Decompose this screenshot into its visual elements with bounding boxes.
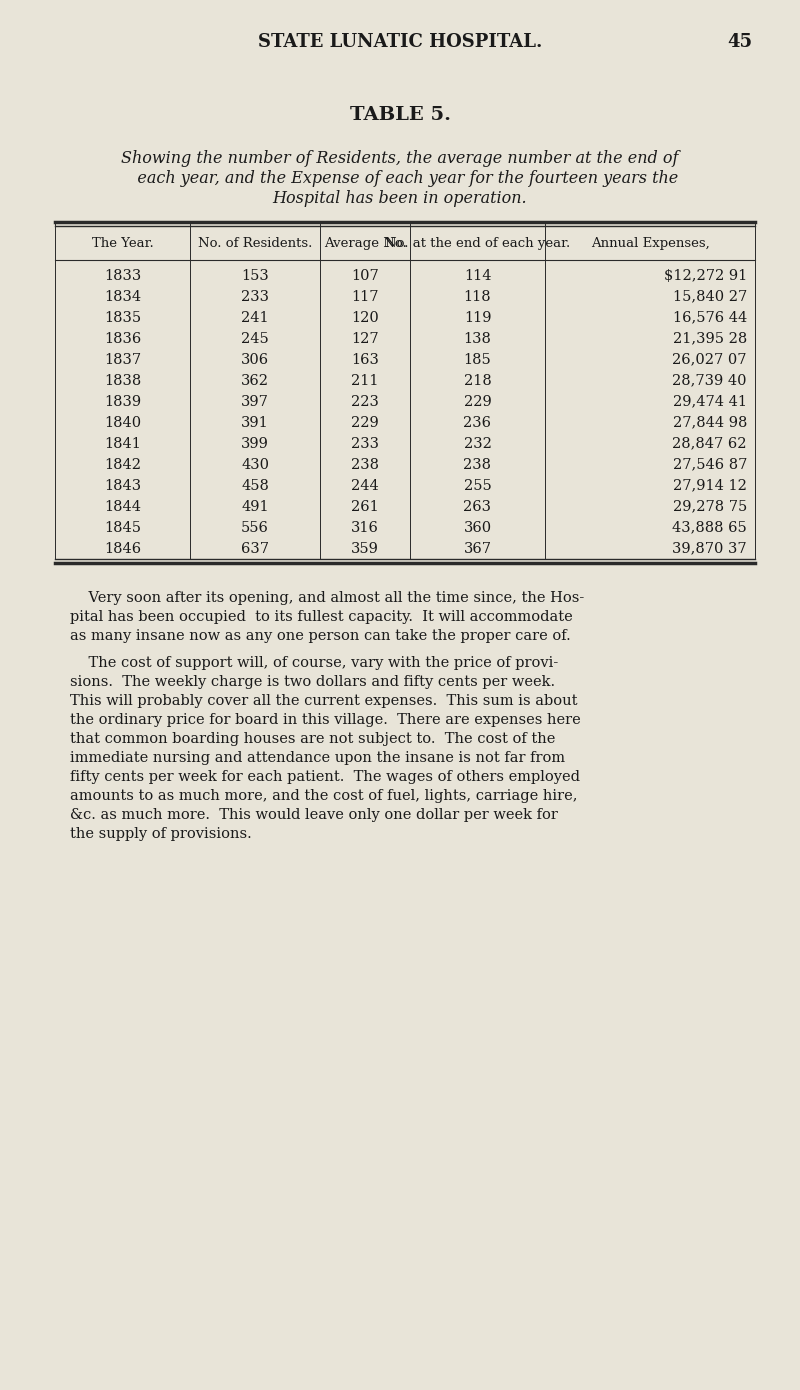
Text: &c. as much more.  This would leave only one dollar per week for: &c. as much more. This would leave only …	[70, 808, 558, 821]
Text: 1836: 1836	[104, 331, 141, 346]
Text: 397: 397	[241, 395, 269, 409]
Text: No. at the end of each year.: No. at the end of each year.	[385, 236, 570, 249]
Text: amounts to as much more, and the cost of fuel, lights, carriage hire,: amounts to as much more, and the cost of…	[70, 790, 578, 803]
Text: 261: 261	[351, 499, 379, 513]
Text: 43,888 65: 43,888 65	[672, 520, 747, 535]
Text: 1845: 1845	[104, 520, 141, 535]
Text: 45: 45	[727, 33, 753, 51]
Text: 1842: 1842	[104, 457, 141, 471]
Text: 138: 138	[463, 331, 491, 346]
Text: 16,576 44: 16,576 44	[673, 310, 747, 324]
Text: fifty cents per week for each patient.  The wages of others employed: fifty cents per week for each patient. T…	[70, 770, 580, 784]
Text: The cost of support will, of course, vary with the price of provi-: The cost of support will, of course, var…	[70, 656, 558, 670]
Text: 27,546 87: 27,546 87	[673, 457, 747, 471]
Text: 233: 233	[351, 436, 379, 450]
Text: 117: 117	[351, 289, 378, 303]
Text: 26,027 07: 26,027 07	[673, 353, 747, 367]
Text: pital has been occupied  to its fullest capacity.  It will accommodate: pital has been occupied to its fullest c…	[70, 610, 573, 624]
Text: $12,272 91: $12,272 91	[664, 268, 747, 282]
Text: 556: 556	[241, 520, 269, 535]
Text: 1844: 1844	[104, 499, 141, 513]
Text: 236: 236	[463, 416, 491, 430]
Text: 359: 359	[351, 542, 379, 556]
Text: 107: 107	[351, 268, 379, 282]
Text: each year, and the Expense of each year for the fourteen years the: each year, and the Expense of each year …	[122, 170, 678, 186]
Text: 244: 244	[351, 478, 379, 492]
Text: 223: 223	[351, 395, 379, 409]
Text: 114: 114	[464, 268, 491, 282]
Text: 218: 218	[464, 374, 491, 388]
Text: 119: 119	[464, 310, 491, 324]
Text: 1833: 1833	[104, 268, 141, 282]
Text: 229: 229	[351, 416, 379, 430]
Text: 39,870 37: 39,870 37	[672, 542, 747, 556]
Text: 316: 316	[351, 520, 379, 535]
Text: The Year.: The Year.	[92, 236, 154, 249]
Text: 391: 391	[241, 416, 269, 430]
Text: 127: 127	[351, 331, 379, 346]
Text: 255: 255	[464, 478, 491, 492]
Text: Average No.: Average No.	[324, 236, 406, 249]
Text: 118: 118	[464, 289, 491, 303]
Text: 153: 153	[241, 268, 269, 282]
Text: the supply of provisions.: the supply of provisions.	[70, 827, 252, 841]
Text: 232: 232	[463, 436, 491, 450]
Text: 491: 491	[241, 499, 269, 513]
Text: Hospital has been in operation.: Hospital has been in operation.	[273, 189, 527, 207]
Text: 399: 399	[241, 436, 269, 450]
Text: 1841: 1841	[104, 436, 141, 450]
Text: that common boarding houses are not subject to.  The cost of the: that common boarding houses are not subj…	[70, 733, 555, 746]
Text: 245: 245	[241, 331, 269, 346]
Text: 238: 238	[463, 457, 491, 471]
Text: 28,739 40: 28,739 40	[673, 374, 747, 388]
Text: 1846: 1846	[104, 542, 141, 556]
Text: 1835: 1835	[104, 310, 141, 324]
Text: as many insane now as any one person can take the proper care of.: as many insane now as any one person can…	[70, 630, 570, 644]
Text: 1839: 1839	[104, 395, 141, 409]
Text: 1840: 1840	[104, 416, 141, 430]
Text: Very soon after its opening, and almost all the time since, the Hos-: Very soon after its opening, and almost …	[70, 591, 584, 605]
Text: 28,847 62: 28,847 62	[673, 436, 747, 450]
Text: 211: 211	[351, 374, 378, 388]
Text: 185: 185	[464, 353, 491, 367]
Text: TABLE 5.: TABLE 5.	[350, 106, 450, 124]
Text: 29,278 75: 29,278 75	[673, 499, 747, 513]
Text: 21,395 28: 21,395 28	[673, 331, 747, 346]
Text: 120: 120	[351, 310, 379, 324]
Text: 458: 458	[241, 478, 269, 492]
Text: 238: 238	[351, 457, 379, 471]
Text: sions.  The weekly charge is two dollars and fifty cents per week.: sions. The weekly charge is two dollars …	[70, 676, 555, 689]
Text: the ordinary price for board in this village.  There are expenses here: the ordinary price for board in this vil…	[70, 713, 581, 727]
Text: Showing the number of Residents, the average number at the end of: Showing the number of Residents, the ave…	[122, 150, 678, 167]
Text: 233: 233	[241, 289, 269, 303]
Text: 362: 362	[241, 374, 269, 388]
Text: 241: 241	[241, 310, 269, 324]
Text: 306: 306	[241, 353, 269, 367]
Text: 637: 637	[241, 542, 269, 556]
Text: 430: 430	[241, 457, 269, 471]
Text: 263: 263	[463, 499, 491, 513]
Text: Annual Expenses,: Annual Expenses,	[590, 236, 710, 249]
Text: 27,914 12: 27,914 12	[673, 478, 747, 492]
Text: 367: 367	[463, 542, 491, 556]
Text: 163: 163	[351, 353, 379, 367]
Text: 29,474 41: 29,474 41	[673, 395, 747, 409]
Text: No. of Residents.: No. of Residents.	[198, 236, 312, 249]
Text: This will probably cover all the current expenses.  This sum is about: This will probably cover all the current…	[70, 694, 578, 708]
Text: 360: 360	[463, 520, 491, 535]
Text: 1843: 1843	[104, 478, 141, 492]
Text: immediate nursing and attendance upon the insane is not far from: immediate nursing and attendance upon th…	[70, 751, 565, 764]
Text: 1838: 1838	[104, 374, 141, 388]
Text: 27,844 98: 27,844 98	[673, 416, 747, 430]
Text: 1834: 1834	[104, 289, 141, 303]
Text: STATE LUNATIC HOSPITAL.: STATE LUNATIC HOSPITAL.	[258, 33, 542, 51]
Text: 229: 229	[464, 395, 491, 409]
Text: 15,840 27: 15,840 27	[673, 289, 747, 303]
Text: 1837: 1837	[104, 353, 141, 367]
